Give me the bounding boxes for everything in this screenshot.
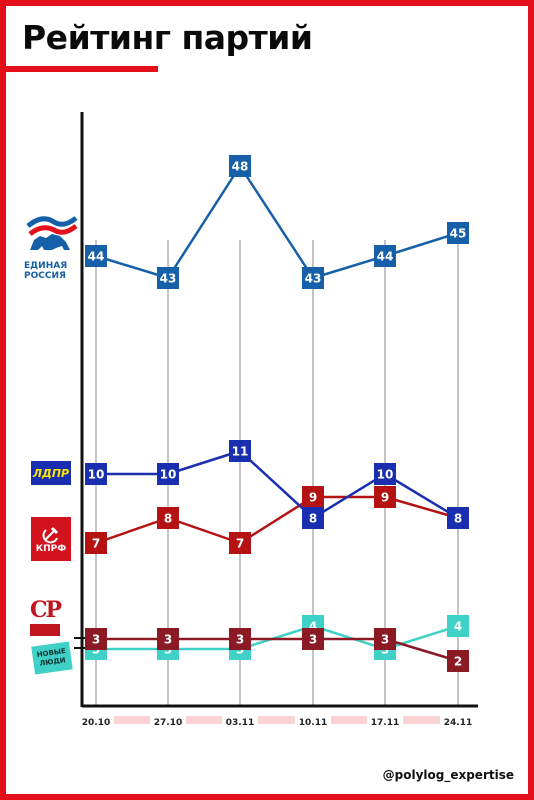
data-point-er — [229, 155, 251, 177]
x-tick-label: 17.11 — [371, 718, 399, 728]
data-label-sr: 3 — [309, 633, 317, 647]
source-handle: @polylog_expertise — [382, 768, 514, 782]
data-point-ldpr — [374, 463, 396, 485]
data-label-ldpr: 8 — [309, 512, 317, 526]
axis-spacer-bar — [186, 716, 222, 724]
data-point-ldpr — [229, 440, 251, 462]
logo-novye-lyudi: НОВЫЕ ЛЮДИ — [31, 641, 73, 675]
data-point-kprf — [229, 532, 251, 554]
data-point-er — [447, 222, 469, 244]
data-point-nl — [447, 615, 469, 637]
logo-ldpr: ЛДПР — [31, 461, 71, 485]
data-point-er — [374, 245, 396, 267]
data-label-sr: 2 — [454, 655, 462, 669]
axis-spacer-bar — [258, 716, 295, 724]
series-line-kprf — [95, 495, 459, 545]
data-point-kprf — [302, 486, 324, 508]
data-point-sr — [85, 628, 107, 650]
axis-spacer-bar — [403, 716, 440, 724]
logo-spravedlivaya-rossiya: СР — [30, 598, 72, 638]
bear-flag-icon — [26, 216, 78, 250]
data-point-kprf — [157, 507, 179, 529]
data-label-sr: 3 — [164, 633, 172, 647]
hammer-sickle-icon — [42, 526, 59, 544]
logo-sr-banner — [30, 624, 60, 636]
data-point-ldpr — [447, 507, 469, 529]
data-label-nl: 4 — [309, 620, 317, 634]
data-label-kprf: 9 — [309, 491, 317, 505]
data-label-er: 43 — [160, 272, 177, 286]
logo-sr-text: СР — [30, 597, 62, 623]
data-label-ldpr: 10 — [88, 468, 105, 482]
data-label-er: 44 — [377, 250, 394, 264]
x-tick-label: 27.10 — [154, 718, 182, 728]
x-tick-label: 20.10 — [82, 718, 110, 728]
data-point-er — [157, 267, 179, 289]
data-point-er — [85, 245, 107, 267]
chart-title: Рейтинг партий — [22, 18, 313, 57]
data-label-kprf: 9 — [381, 491, 389, 505]
data-label-kprf: 8 — [164, 512, 172, 526]
data-point-sr — [302, 628, 324, 650]
x-tick-label: 03.11 — [226, 718, 254, 728]
data-label-ldpr: 11 — [232, 445, 249, 459]
data-point-sr — [447, 650, 469, 672]
logo-ldpr-text: ЛДПР — [32, 466, 70, 480]
series-line-er — [95, 164, 459, 280]
data-label-ldpr: 10 — [160, 468, 177, 482]
data-label-sr: 3 — [92, 633, 100, 647]
series-line-sr — [96, 637, 459, 663]
data-label-er: 44 — [88, 250, 105, 264]
data-label-kprf: 7 — [92, 537, 100, 551]
data-label-ldpr: 10 — [377, 468, 394, 482]
x-tick-label: 24.11 — [444, 718, 472, 728]
data-point-ldpr — [302, 507, 324, 529]
logo-edinaya-rossiya: ЕДИНАЯ РОССИЯ — [24, 212, 80, 281]
data-label-er: 45 — [450, 227, 467, 241]
logo-er-line2: РОССИЯ — [24, 271, 66, 281]
data-label-sr: 3 — [381, 633, 389, 647]
data-point-ldpr — [85, 463, 107, 485]
logo-kprf: КПРФ — [31, 517, 71, 561]
series-line-nl — [96, 624, 459, 651]
data-label-kprf: 7 — [236, 537, 244, 551]
logo-kprf-text: КПРФ — [35, 544, 67, 554]
axis-spacer-bar — [331, 716, 367, 724]
data-point-kprf — [374, 486, 396, 508]
data-point-er — [302, 267, 324, 289]
data-label-er: 43 — [305, 272, 322, 286]
data-point-ldpr — [157, 463, 179, 485]
axis-spacer-bar — [114, 716, 150, 724]
data-label-er: 48 — [232, 160, 249, 174]
data-point-kprf — [85, 532, 107, 554]
data-point-sr — [157, 628, 179, 650]
data-label-nl: 4 — [454, 620, 462, 634]
data-point-sr — [374, 628, 396, 650]
data-point-sr — [229, 628, 251, 650]
series-line-ldpr — [96, 449, 459, 520]
title-underline — [6, 66, 158, 72]
data-label-ldpr: 8 — [454, 512, 462, 526]
data-label-sr: 3 — [236, 633, 244, 647]
x-tick-label: 10.11 — [299, 718, 327, 728]
logo-er-line1: ЕДИНАЯ — [24, 261, 68, 271]
